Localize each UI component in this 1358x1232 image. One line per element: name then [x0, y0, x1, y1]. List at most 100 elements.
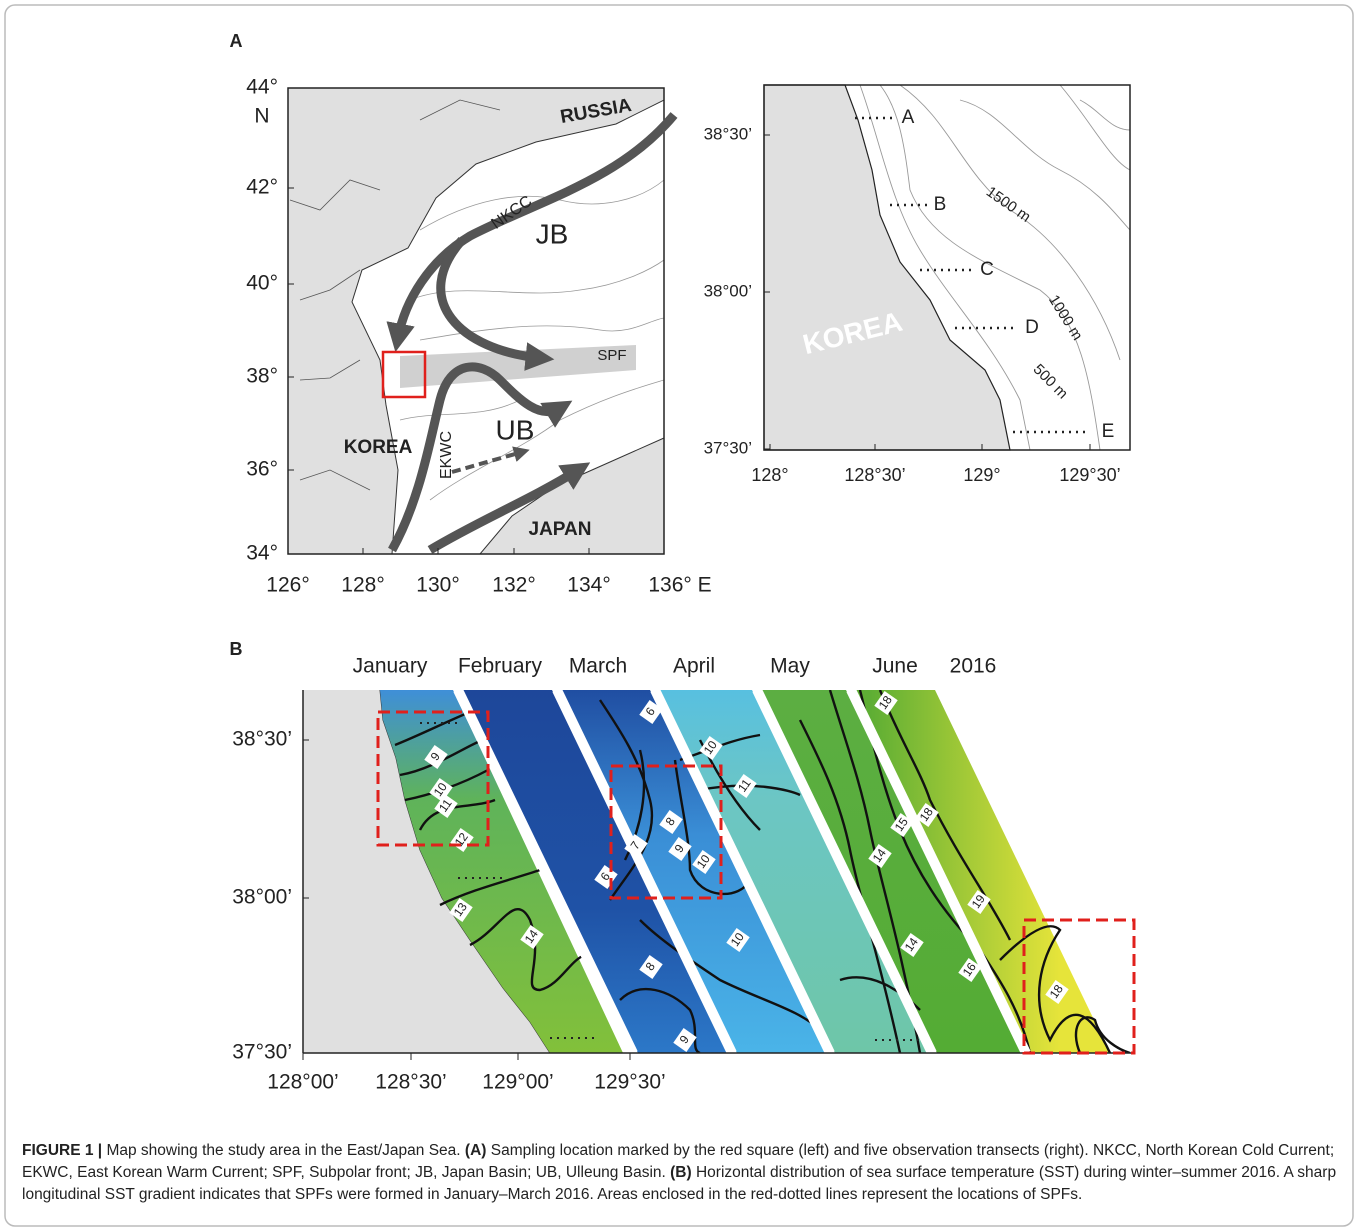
contour-line	[858, 690, 1032, 1053]
front-band	[400, 345, 636, 388]
caption-text: Horizontal distribution of sea surface t…	[22, 1164, 1337, 1203]
month-label: June	[872, 655, 918, 678]
contour-line	[878, 690, 1012, 941]
isobath	[1079, 99, 1131, 131]
lat-tick-label: 36°	[246, 458, 278, 481]
month-label: May	[770, 655, 810, 678]
lon-tick-label: 129°00’	[482, 1071, 553, 1094]
isobath	[879, 84, 1101, 451]
lon-tick-label: 136° E	[648, 574, 711, 597]
region-label: JAPAN	[529, 519, 592, 540]
sst-strip	[463, 690, 727, 1053]
basin-label: UB	[496, 414, 535, 445]
lon-tick-label: 132°	[492, 574, 535, 597]
month-label: March	[569, 655, 627, 678]
transect-label: E	[1102, 421, 1115, 442]
contour-label-box	[424, 745, 448, 769]
month-label: April	[673, 655, 715, 678]
lon-tick-label: 130°	[416, 574, 459, 597]
lon-tick-label: 128°30’	[844, 465, 905, 485]
sst-strip	[660, 690, 927, 1053]
isobath	[419, 179, 665, 231]
lon-tick-label: 128°	[751, 465, 788, 485]
month-label: January	[353, 655, 428, 678]
lon-tick-label: 126°	[266, 574, 309, 597]
contour-line	[639, 919, 821, 1031]
contour-label-box	[967, 890, 991, 914]
contour-line	[673, 759, 752, 895]
transect-label: B	[934, 194, 947, 215]
caption-text: Map showing the study area in the East/J…	[106, 1142, 461, 1159]
isobath	[409, 259, 665, 301]
transect-label: D	[1025, 317, 1039, 338]
caption: FIGURE 1 | Map showing the study area in…	[22, 1140, 1338, 1206]
current-arrow-dashed	[451, 446, 530, 474]
contour-label-box	[699, 736, 723, 760]
lat-tick-label: 34°	[246, 542, 278, 565]
lat-tick-label: 38°30’	[232, 728, 292, 751]
contour-label-box	[639, 700, 663, 724]
front-box	[609, 764, 723, 900]
border-line	[299, 469, 371, 491]
front-label: SPF	[597, 347, 626, 364]
contour-label-box	[659, 810, 683, 834]
lon-tick-label: 128°	[341, 574, 384, 597]
lat-hemisphere-label: N	[254, 105, 269, 128]
contour-label-box	[890, 813, 914, 837]
panel-label: B	[230, 639, 243, 659]
isobath	[959, 99, 1131, 231]
caption-text: Sampling location marked by the red squa…	[22, 1142, 1335, 1181]
contour-label-box	[726, 928, 750, 952]
contour-label-box	[673, 1028, 697, 1052]
isobath	[899, 84, 1121, 361]
panel-label: A	[230, 31, 243, 51]
month-label: February	[458, 655, 543, 678]
region-label: KOREA	[344, 437, 413, 458]
lon-tick-label: 128°30’	[375, 1071, 446, 1094]
current-arrow	[436, 237, 555, 371]
current-arrow	[386, 112, 678, 353]
isobath	[859, 84, 1031, 451]
contour-label-box	[868, 844, 892, 868]
lon-tick-label: 134°	[567, 574, 610, 597]
land	[303, 690, 550, 1053]
figure-border	[4, 4, 1354, 1227]
contour-label-box	[639, 955, 663, 979]
contour-label-box	[900, 933, 924, 957]
contour-label-box	[449, 898, 473, 922]
isobath	[399, 399, 521, 421]
border-line	[419, 99, 501, 121]
lat-tick-label: 42°	[246, 176, 278, 199]
contour-line	[439, 868, 541, 907]
strip-separator	[846, 687, 1031, 1056]
contour-label-box	[692, 850, 716, 874]
study-area-box	[381, 350, 427, 399]
current-arrow	[427, 462, 591, 554]
transect-label: C	[980, 259, 994, 280]
contour-line	[599, 699, 653, 901]
contour-label-box	[520, 925, 544, 949]
basin-label: JB	[536, 218, 569, 249]
border-line	[289, 179, 381, 211]
lon-tick-label: 129°30’	[1059, 465, 1120, 485]
isobath	[1059, 84, 1131, 171]
border-line	[299, 359, 361, 381]
strip-separator	[552, 687, 737, 1056]
lat-tick-label: 37°30’	[704, 438, 752, 457]
lon-tick-label: 129°30’	[594, 1071, 665, 1094]
contour-label-box	[434, 794, 458, 818]
front-box	[1022, 918, 1136, 1055]
lat-tick-label: 38°00’	[704, 281, 752, 300]
lat-tick-label: 37°30’	[232, 1041, 292, 1064]
caption-text: FIGURE 1 |	[22, 1142, 103, 1159]
border-line	[299, 269, 361, 301]
front-box	[376, 710, 490, 847]
frame	[287, 87, 665, 555]
current-label: EKWC	[438, 431, 455, 479]
sst-strip	[562, 690, 825, 1053]
contour-line	[619, 987, 701, 1053]
contour-label-box	[1045, 980, 1069, 1004]
contour-line	[394, 710, 471, 747]
